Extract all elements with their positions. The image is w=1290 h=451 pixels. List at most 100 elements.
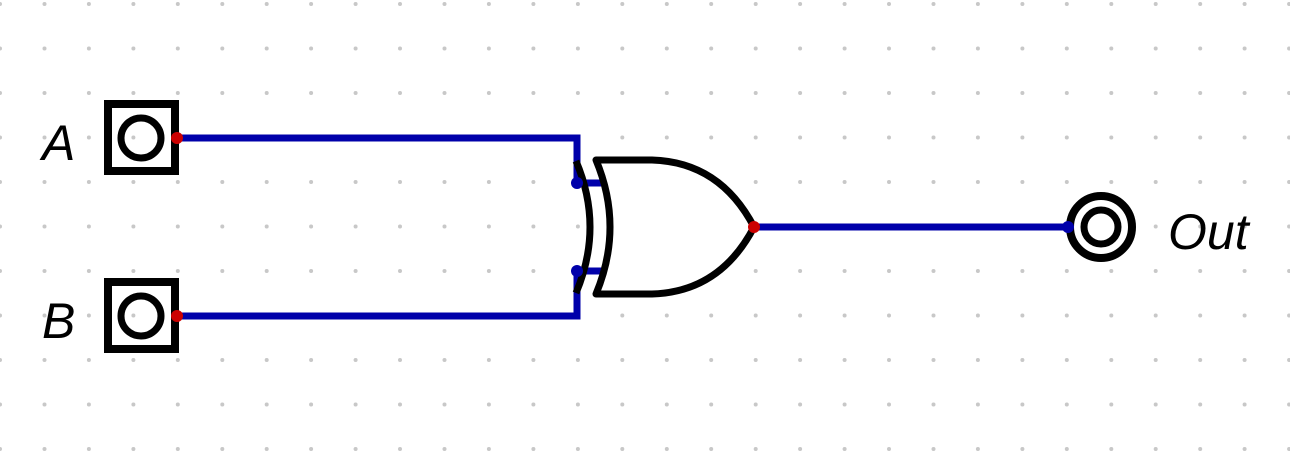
grid-dot: [353, 269, 358, 273]
grid-dot: [1020, 2, 1025, 6]
grid-dot: [664, 447, 669, 451]
wire-a-to-xor[interactable]: [177, 134, 606, 187]
grid-dot: [798, 46, 803, 51]
grid-dot: [42, 402, 47, 407]
grid-dot: [1198, 402, 1203, 407]
grid-dot: [0, 46, 2, 51]
grid-dot: [1287, 224, 1290, 229]
grid-dot: [442, 180, 447, 184]
input-a[interactable]: A: [39, 100, 183, 175]
grid-dot: [531, 447, 536, 451]
grid-dot: [131, 269, 136, 273]
grid-dot: [131, 2, 136, 6]
grid-dot: [398, 402, 402, 407]
grid-dot: [798, 447, 803, 451]
grid-dot: [620, 91, 625, 95]
grid-dot: [1242, 313, 1247, 318]
grid-dot: [353, 402, 358, 407]
grid-dot: [175, 402, 180, 407]
output-out-outer-ring[interactable]: [1066, 192, 1136, 262]
grid-dot: [1153, 135, 1158, 140]
input-a-label: A: [39, 115, 75, 171]
grid-dot: [86, 224, 91, 229]
grid-dot: [531, 2, 536, 6]
grid-dot: [86, 135, 91, 140]
grid-dot: [931, 358, 936, 362]
grid-dot: [931, 2, 936, 6]
grid-dot: [664, 135, 669, 140]
grid-dot: [42, 313, 47, 318]
grid-dot: [42, 180, 47, 184]
grid-dot: [709, 135, 714, 140]
output-out-port[interactable]: [1062, 221, 1074, 233]
grid-dot: [931, 180, 936, 184]
grid-dot: [86, 358, 91, 362]
grid-dot: [842, 269, 847, 273]
grid-dot: [442, 269, 447, 273]
grid-dot: [131, 402, 136, 407]
grid-dot: [42, 269, 47, 273]
xor-gate-body[interactable]: [592, 156, 758, 298]
xor-gate-input-b-port[interactable]: [571, 265, 583, 277]
grid-dot: [86, 313, 91, 318]
grid-dot: [709, 358, 714, 362]
grid-dot: [175, 180, 180, 184]
grid-dot: [975, 313, 980, 318]
xor-gate-input-a-port[interactable]: [571, 177, 583, 189]
grid-dot: [842, 135, 847, 140]
grid-dot: [1198, 313, 1203, 318]
grid-dot: [398, 269, 402, 273]
grid-dot: [309, 2, 314, 6]
grid-dot: [1064, 402, 1069, 407]
grid-dot: [264, 358, 269, 362]
grid-dot: [575, 402, 580, 407]
grid-dot: [1020, 358, 1025, 362]
grid-dot: [1109, 447, 1114, 451]
grid-dot: [131, 313, 136, 318]
grid-dot: [1242, 46, 1247, 51]
input-b-port[interactable]: [171, 310, 183, 322]
grid-dot: [86, 46, 91, 51]
grid-dot: [398, 46, 402, 51]
grid-dot: [486, 402, 491, 407]
grid-dot: [620, 46, 625, 51]
grid-dot: [264, 91, 269, 95]
grid-dot: [0, 180, 2, 184]
grid-dot: [1242, 402, 1247, 407]
xor-gate-back-curve[interactable]: [572, 159, 594, 295]
xor-gate-output-port[interactable]: [748, 221, 760, 233]
grid-dot: [1109, 313, 1114, 318]
grid-dot: [975, 2, 980, 6]
output-out[interactable]: Out: [1062, 192, 1251, 262]
input-b-toggle[interactable]: [117, 292, 165, 340]
grid-dot: [798, 358, 803, 362]
xor-gate[interactable]: [571, 156, 760, 298]
grid-dot: [175, 91, 180, 95]
grid-dot: [1020, 135, 1025, 140]
input-a-toggle[interactable]: [117, 114, 165, 162]
grid-dot: [798, 402, 803, 407]
grid-dot: [1064, 2, 1069, 6]
grid-dot: [887, 91, 891, 95]
input-a-port[interactable]: [171, 132, 183, 144]
grid-dot: [1198, 2, 1203, 6]
grid-dot: [1153, 313, 1158, 318]
grid-dot: [175, 46, 180, 51]
grid-dot: [220, 447, 225, 451]
grid-dot: [175, 224, 180, 229]
grid-dot: [1064, 313, 1069, 318]
grid-dot: [753, 447, 758, 451]
wire-b-to-xor[interactable]: [177, 267, 606, 320]
grid-dot: [42, 224, 47, 229]
grid-dot: [442, 447, 447, 451]
grid-dot: [931, 269, 936, 273]
grid-dot: [842, 46, 847, 51]
grid-dot: [887, 313, 891, 318]
grid-dot: [1198, 224, 1203, 229]
grid-dot: [1198, 358, 1203, 362]
input-b-label: B: [42, 293, 75, 349]
grid-dot: [1198, 91, 1203, 95]
output-out-inner-ring[interactable]: [1080, 206, 1122, 248]
grid-dot: [264, 2, 269, 6]
input-b[interactable]: B: [42, 278, 183, 353]
